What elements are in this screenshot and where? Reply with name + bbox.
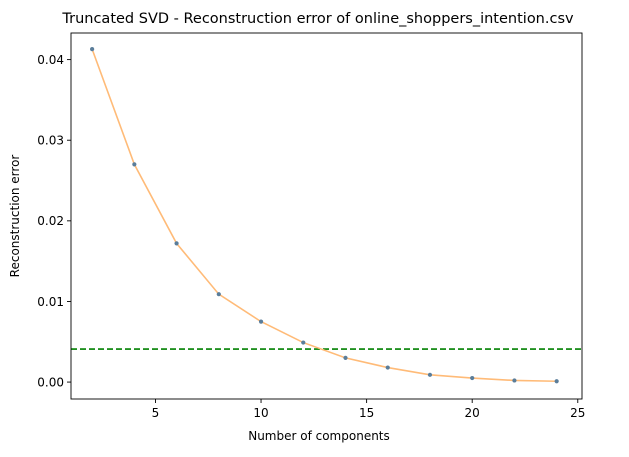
y-axis-label: Reconstruction error <box>8 155 22 278</box>
data-point <box>512 378 517 383</box>
axis-ticks: 5 10 15 20 25 0.00 0.01 0.02 0.03 0.04 <box>37 53 585 420</box>
series-line <box>91 48 557 383</box>
data-point <box>385 365 390 370</box>
x-tick-label: 20 <box>465 406 480 420</box>
x-tick-label: 5 <box>152 406 160 420</box>
data-point <box>174 241 179 246</box>
chart-title: Truncated SVD - Reconstruction error of … <box>61 11 574 27</box>
x-tick-label: 25 <box>570 406 585 420</box>
x-axis-label: Number of components <box>248 429 390 443</box>
y-tick-label: 0.01 <box>37 295 64 309</box>
data-point <box>258 319 264 324</box>
data-point <box>343 355 348 360</box>
data-point <box>554 379 559 384</box>
data-point <box>132 162 137 167</box>
data-point <box>90 47 95 52</box>
y-tick-label: 0.00 <box>37 375 64 389</box>
y-tick-label: 0.04 <box>37 53 64 67</box>
data-point <box>470 375 475 381</box>
axes-frame <box>70 32 583 400</box>
plot-area <box>71 47 582 384</box>
x-tick-label: 15 <box>359 406 374 420</box>
data-point <box>301 340 306 345</box>
data-point <box>216 292 221 297</box>
data-point <box>427 372 433 377</box>
x-tick-label: 10 <box>253 406 268 420</box>
y-tick-label: 0.02 <box>37 214 64 228</box>
axes-border <box>70 32 583 400</box>
y-tick-label: 0.03 <box>37 134 64 148</box>
